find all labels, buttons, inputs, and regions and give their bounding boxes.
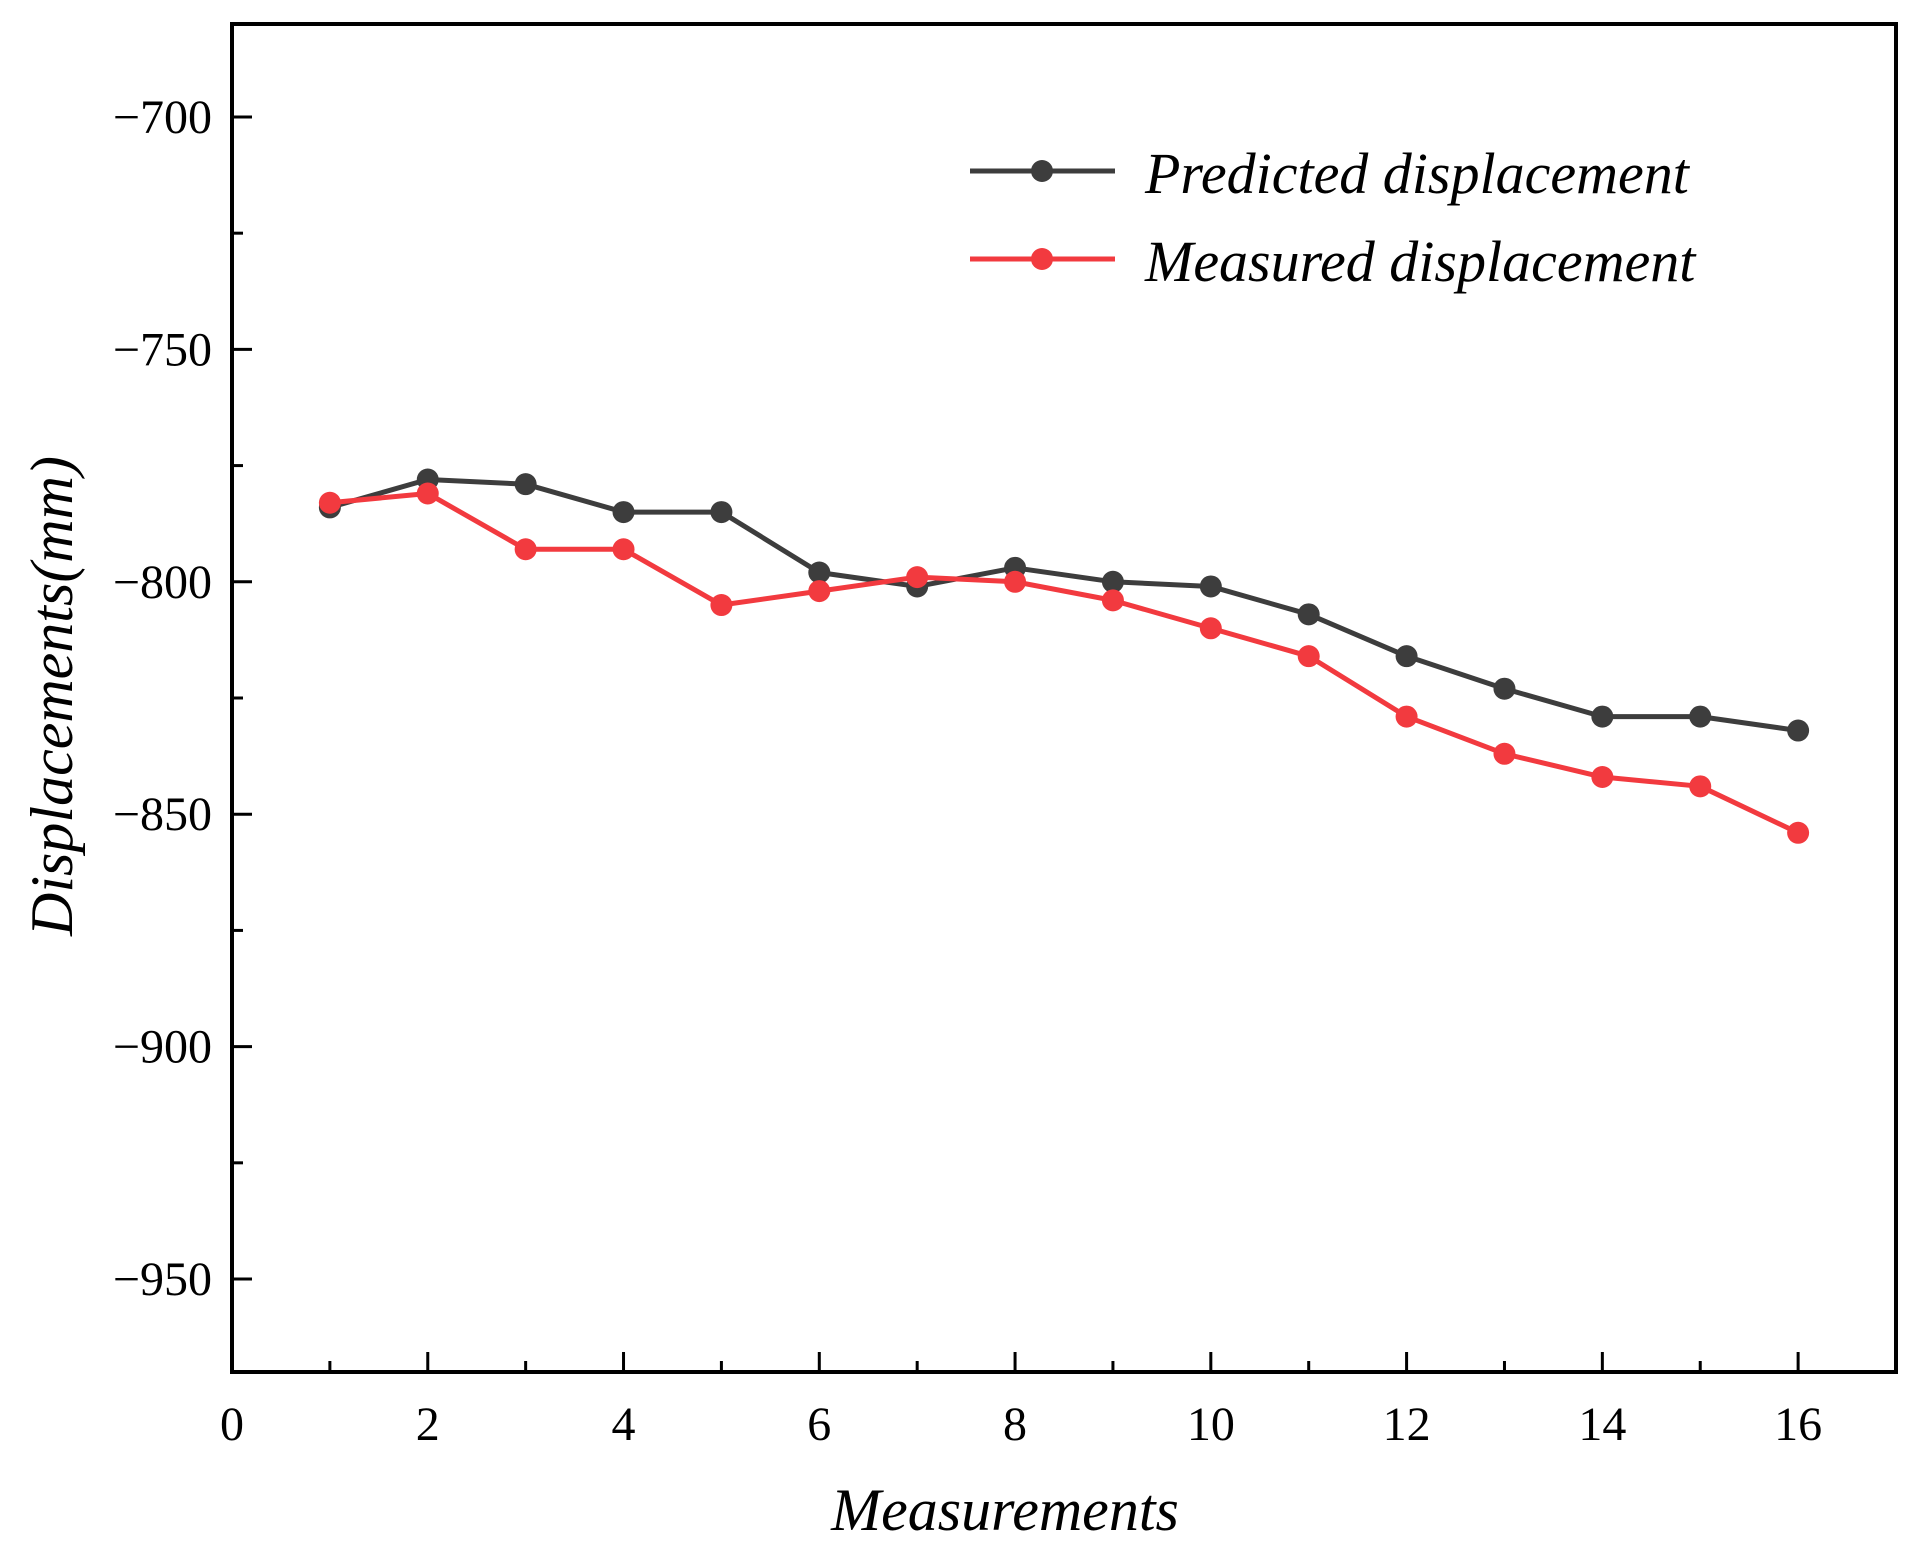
series-layer [318,468,1810,844]
data-point-measured [1199,617,1222,640]
data-point-predicted [1787,719,1810,742]
y-tick-label: −750 [113,323,212,376]
plot-frame [230,22,1898,1374]
data-point-measured [318,491,341,514]
data-point-measured [612,538,635,561]
data-point-predicted [612,501,635,524]
y-axis-title: Displacements(mm) [19,456,85,937]
legend: Predicted displacement Measured displace… [970,141,1697,294]
tick-labels: 0 2 4 6 8 10 12 14 16 −700 −750 −800 −850 −900 −950 [113,91,1822,1451]
data-point-predicted [514,473,537,496]
x-tick-label: 8 [1003,1398,1027,1451]
x-tick-label: 10 [1187,1398,1235,1451]
y-tick-label: −900 [113,1021,212,1074]
x-tick-label: 6 [807,1398,831,1451]
series-line-predicted [329,477,1799,734]
legend-marker-predicted [1031,160,1053,182]
legend-entry-predicted: Predicted displacement [970,141,1691,206]
x-tick-label: 2 [416,1398,440,1451]
x-tick-label: 12 [1383,1398,1431,1451]
data-point-predicted [1395,645,1418,668]
x-axis-title: Measurements [830,1477,1179,1543]
data-point-measured [906,566,929,589]
legend-entry-measured: Measured displacement [970,229,1697,294]
axis-ticks [230,115,1800,1372]
data-point-measured [808,580,831,603]
y-tick-label: −800 [113,556,212,609]
x-tick-label: 0 [220,1398,244,1451]
data-point-predicted [710,501,733,524]
data-point-measured [710,594,733,617]
data-point-predicted [1591,705,1614,728]
y-tick-label: −700 [113,91,212,144]
data-point-predicted [1493,677,1516,700]
y-tick-label: −850 [113,788,212,841]
data-point-measured [1493,742,1516,765]
data-point-measured [1004,570,1027,593]
legend-label-predicted: Predicted displacement [1144,141,1691,206]
data-point-predicted [1689,705,1712,728]
data-point-measured [1101,589,1124,612]
data-point-measured [416,482,439,505]
x-tick-label: 16 [1774,1398,1822,1451]
data-point-predicted [1101,570,1124,593]
x-tick-label: 4 [612,1398,636,1451]
series-measured [318,482,1810,844]
legend-marker-measured [1031,248,1053,270]
legend-label-measured: Measured displacement [1144,229,1697,294]
data-point-measured [1787,821,1810,844]
data-point-measured [1689,775,1712,798]
data-point-measured [1395,705,1418,728]
data-point-predicted [808,561,831,584]
data-point-predicted [1199,575,1222,598]
y-tick-label: −950 [113,1253,212,1306]
x-tick-label: 14 [1578,1398,1626,1451]
series-line-measured [329,490,1800,836]
data-point-measured [1591,766,1614,789]
data-point-measured [1297,645,1320,668]
data-point-predicted [1297,603,1320,626]
data-point-measured [514,538,537,561]
